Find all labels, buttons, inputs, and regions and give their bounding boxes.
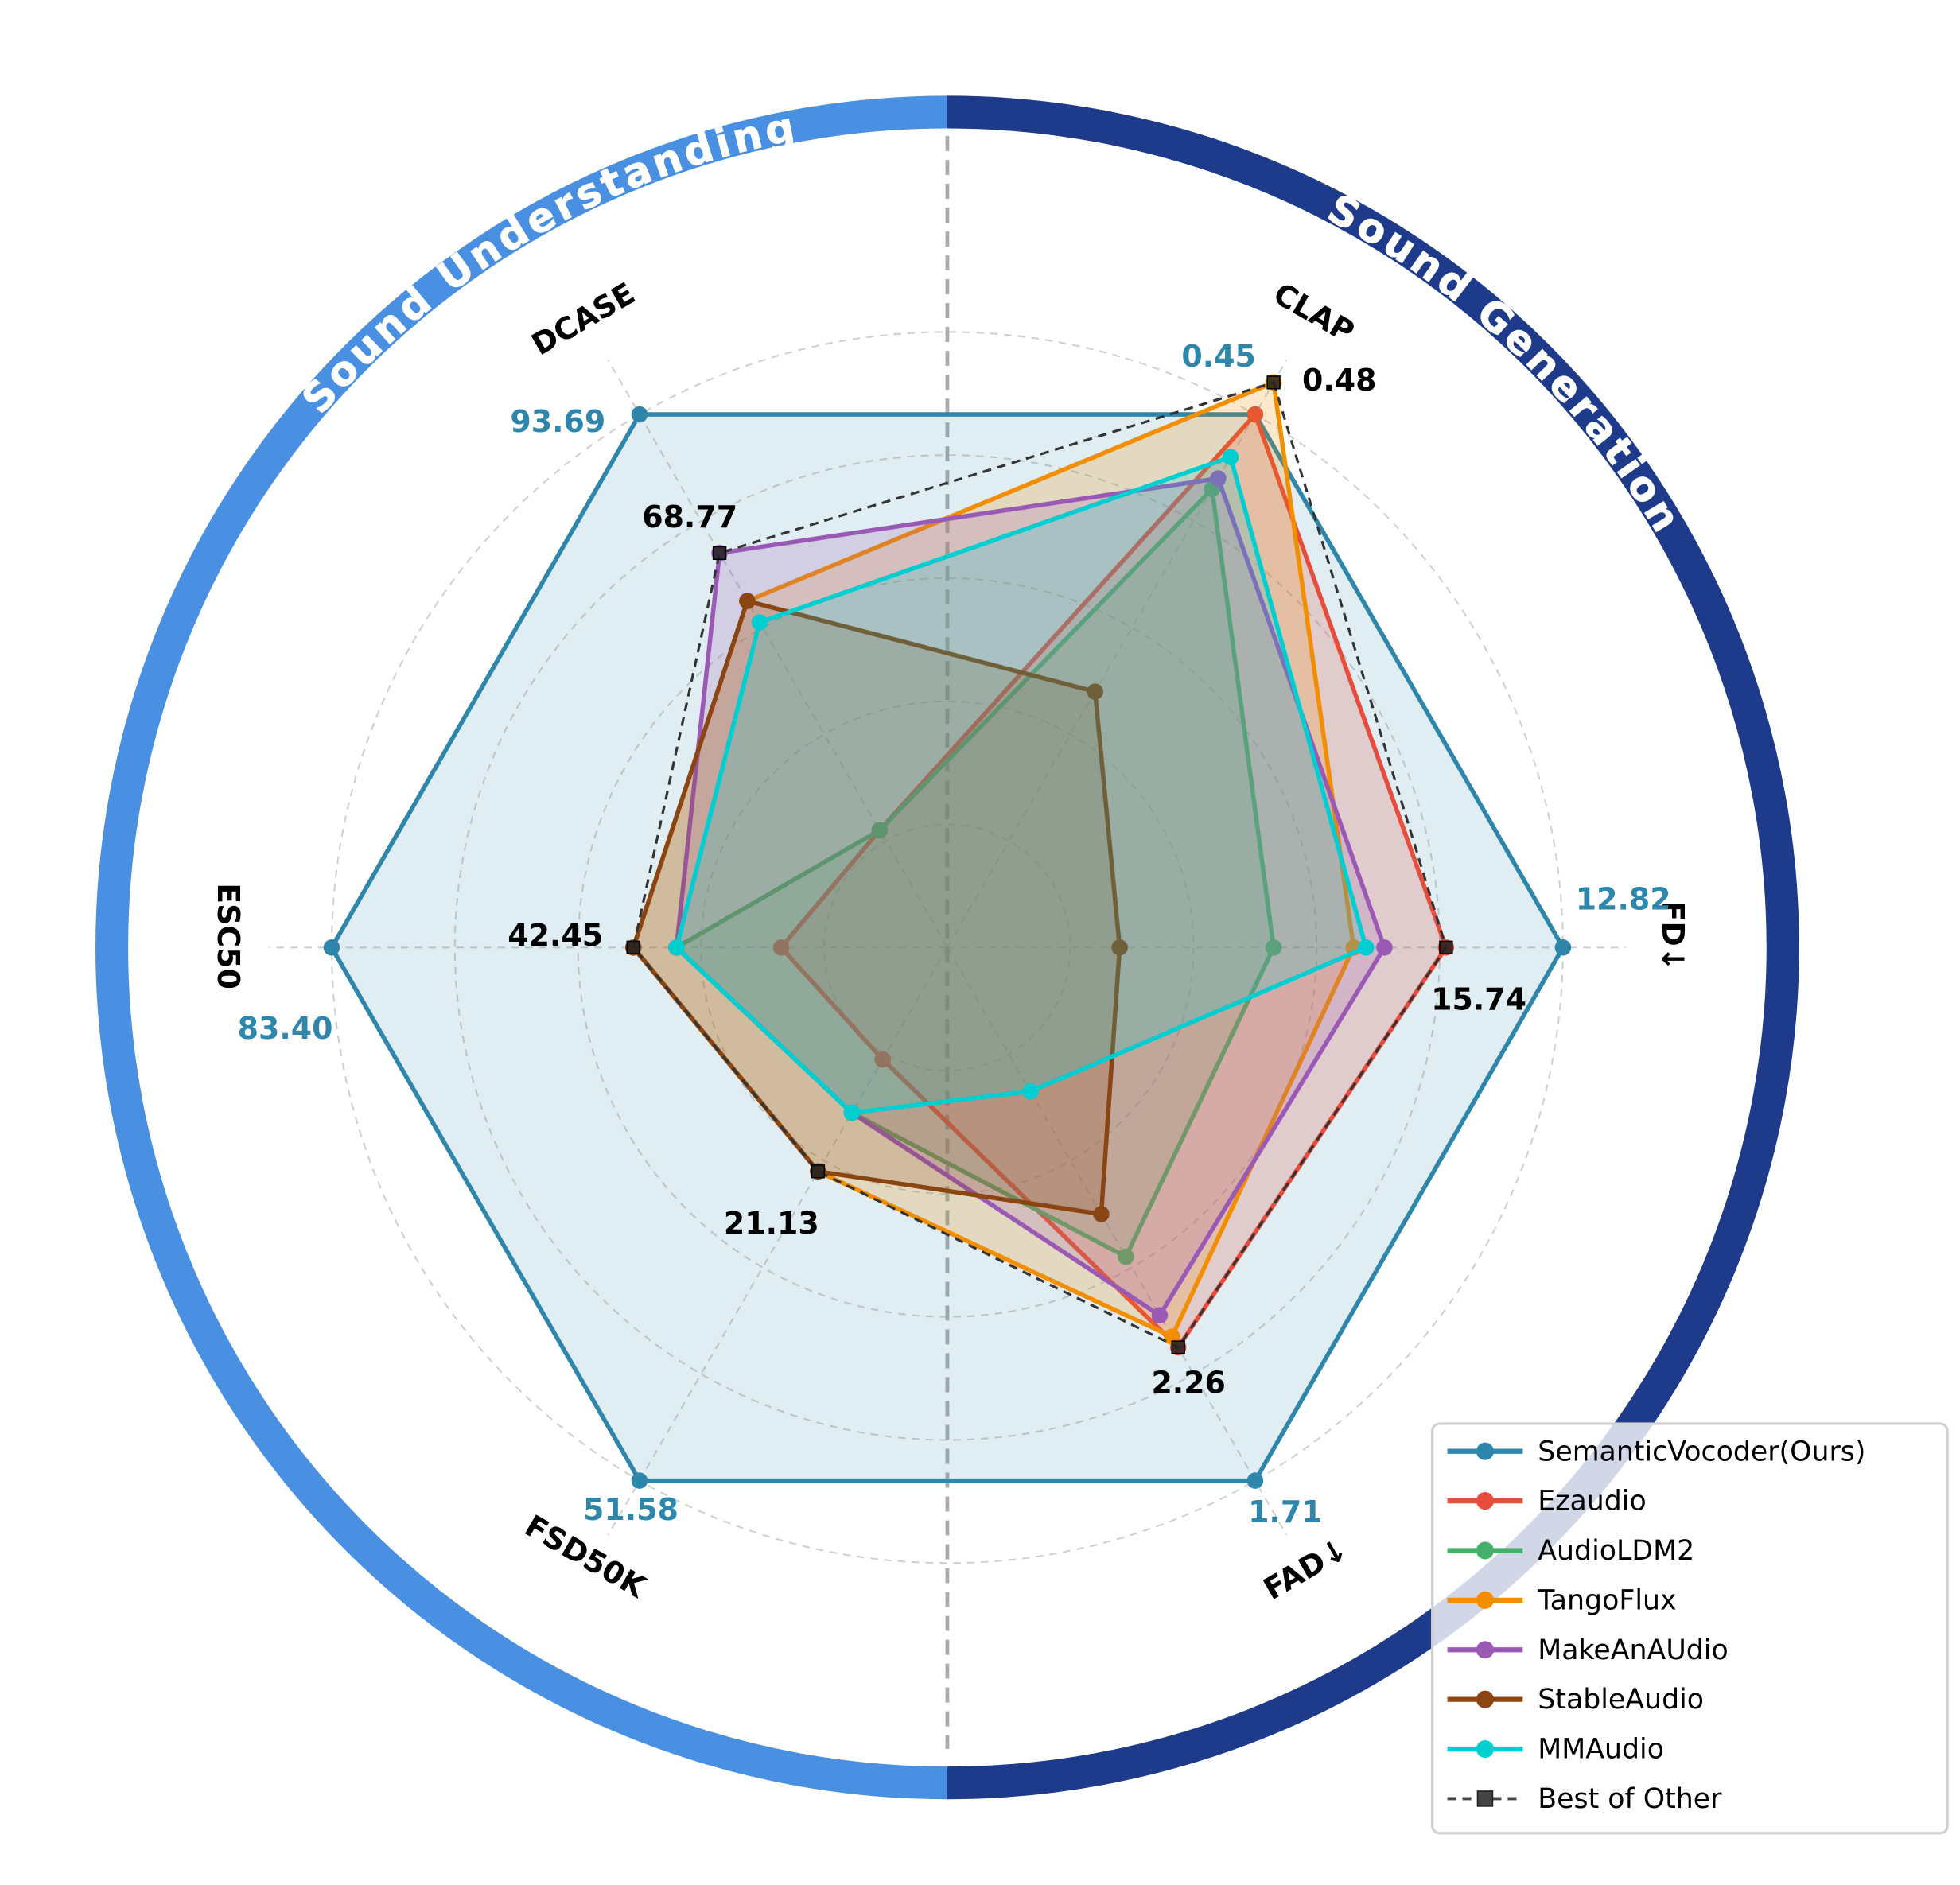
legend-box: [1431, 1422, 1949, 1835]
data-point: [1022, 1083, 1039, 1100]
legend-label: SemanticVocoder(Ours): [1538, 1436, 1865, 1467]
data-point: [1222, 449, 1239, 465]
legend-label: TangoFlux: [1537, 1584, 1676, 1616]
series-mmaudio: [668, 449, 1375, 1121]
data-point: [1111, 939, 1128, 956]
data-point: [712, 546, 727, 561]
data-point: [1376, 939, 1393, 956]
data-point: [626, 940, 640, 955]
best-value-label: 15.74: [1431, 982, 1526, 1017]
data-point: [1357, 939, 1375, 956]
ours-value-label: 12.82: [1576, 881, 1671, 916]
data-point: [871, 822, 889, 839]
data-point: [1093, 1206, 1110, 1222]
data-point: [1266, 375, 1281, 390]
data-point: [843, 1104, 861, 1121]
axis-label-dcase: DCASE: [526, 275, 641, 362]
legend-label: MMAudio: [1538, 1734, 1664, 1766]
ours-value-label: 0.45: [1181, 339, 1256, 374]
data-point: [323, 939, 340, 956]
best-value-label: 68.77: [642, 499, 737, 534]
data-point: [1087, 683, 1103, 700]
legend-marker: [1476, 1591, 1495, 1609]
series-polygons: [323, 374, 1572, 1489]
axis-label-fd: FD↓: [1655, 901, 1690, 972]
data-point: [751, 614, 768, 631]
best-value-label: 2.26: [1151, 1365, 1226, 1400]
grid-spoke: [947, 946, 1288, 1536]
legend-marker: [1476, 1690, 1495, 1708]
axis-label-esc50: ESC50: [211, 883, 246, 989]
legend-label: StableAudio: [1538, 1684, 1704, 1716]
legend-item: AudioLDM2: [1447, 1535, 1694, 1567]
best-value-label: 0.48: [1302, 363, 1377, 398]
group-label-understanding: Sound Understanding: [293, 103, 802, 422]
legend: SemanticVocoder(Ours) Ezaudio AudioLDM2 Tan…: [1431, 1422, 1949, 1835]
data-point: [1265, 939, 1282, 956]
legend-marker: [1476, 1442, 1495, 1460]
ring-generation: [947, 95, 1799, 1800]
legend-marker: [1476, 1739, 1495, 1759]
data-point: [1246, 1472, 1264, 1489]
data-point: [1554, 939, 1572, 956]
legend-marker: [1476, 1641, 1495, 1659]
legend-label: Ezaudio: [1538, 1486, 1646, 1518]
data-point: [631, 406, 648, 423]
legend-label: Best of Other: [1538, 1783, 1722, 1815]
legend-item: Best of Other: [1447, 1783, 1722, 1815]
axis-label-clap: CLAP: [1268, 276, 1360, 350]
grid-circle: [700, 700, 1195, 1195]
legend-item: MMAudio: [1447, 1734, 1664, 1766]
axis-label-fad: FAD↓: [1258, 1531, 1354, 1607]
ours-value-label: 51.58: [583, 1492, 679, 1527]
group-label-understanding-path: Sound Understanding: [292, 102, 798, 422]
series-best-of-other: [626, 375, 1453, 1354]
legend-label: AudioLDM2: [1538, 1535, 1694, 1567]
data-point: [1210, 470, 1227, 487]
data-point: [1439, 940, 1453, 955]
legend-item: SemanticVocoder(Ours): [1447, 1436, 1865, 1467]
data-point: [668, 939, 685, 956]
data-point: [772, 939, 790, 956]
best-value-label: 21.13: [724, 1206, 819, 1241]
legend-marker: [1476, 1790, 1494, 1807]
ours-value-label: 93.69: [510, 404, 605, 439]
legend-item: MakeAnAUdio: [1447, 1634, 1729, 1666]
legend-item: Ezaudio: [1447, 1486, 1647, 1518]
grid-spoke: [607, 946, 948, 1536]
data-point: [739, 593, 756, 609]
legend-marker: [1476, 1541, 1495, 1560]
legend-marker: [1476, 1492, 1495, 1510]
ours-value-label: 83.40: [238, 1011, 333, 1046]
data-point: [631, 1472, 648, 1489]
grid-circle: [823, 823, 1071, 1072]
data-point: [1171, 1340, 1185, 1354]
ours-value-label: 1.71: [1248, 1494, 1322, 1529]
data-point: [1246, 406, 1264, 423]
data-point: [1118, 1248, 1134, 1265]
legend-item: StableAudio: [1447, 1684, 1704, 1716]
data-point: [874, 1051, 891, 1068]
data-point: [811, 1164, 826, 1179]
value-annotations: 0.45 12.82 1.71 51.58 83.40 93.69 0.48 15.74 2.2…: [238, 339, 1671, 1529]
ring-understanding: [95, 95, 947, 1800]
best-value-label: 42.45: [508, 918, 603, 953]
legend-item: TangoFlux: [1447, 1584, 1677, 1616]
grid-circle: [577, 577, 1318, 1318]
legend-label: MakeAnAUdio: [1538, 1634, 1728, 1666]
data-point: [1151, 1307, 1169, 1324]
